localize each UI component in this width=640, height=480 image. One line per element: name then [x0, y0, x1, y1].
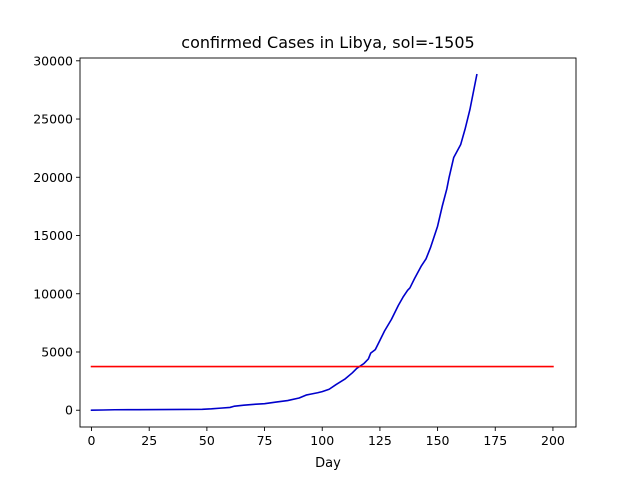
y-tick-label: 10000: [33, 286, 73, 301]
x-tick-label: 175: [483, 433, 507, 448]
chart-title: confirmed Cases in Libya, sol=-1505: [181, 33, 474, 52]
y-tick-label: 5000: [41, 344, 73, 359]
y-tick-label: 0: [65, 403, 73, 418]
x-tick-label: 75: [257, 433, 273, 448]
x-tick-label: 25: [141, 433, 157, 448]
x-tick-label: 200: [541, 433, 565, 448]
y-tick-label: 30000: [33, 53, 73, 68]
x-tick-label: 125: [368, 433, 392, 448]
series-line-0: [90, 73, 478, 412]
x-tick-label: 150: [426, 433, 450, 448]
x-tick-label: 0: [88, 433, 96, 448]
x-tick-label: 50: [199, 433, 215, 448]
y-tick-label: 25000: [33, 112, 73, 127]
y-tick-label: 15000: [33, 228, 73, 243]
plot-frame: [79, 57, 577, 428]
x-axis-label: Day: [315, 456, 341, 471]
y-tick-label: 20000: [33, 170, 73, 185]
x-tick-label: 100: [310, 433, 334, 448]
plot-area: 0 25 50 75 100 125 150 175 200 0 5000 10000 15000 200…: [33, 53, 577, 448]
